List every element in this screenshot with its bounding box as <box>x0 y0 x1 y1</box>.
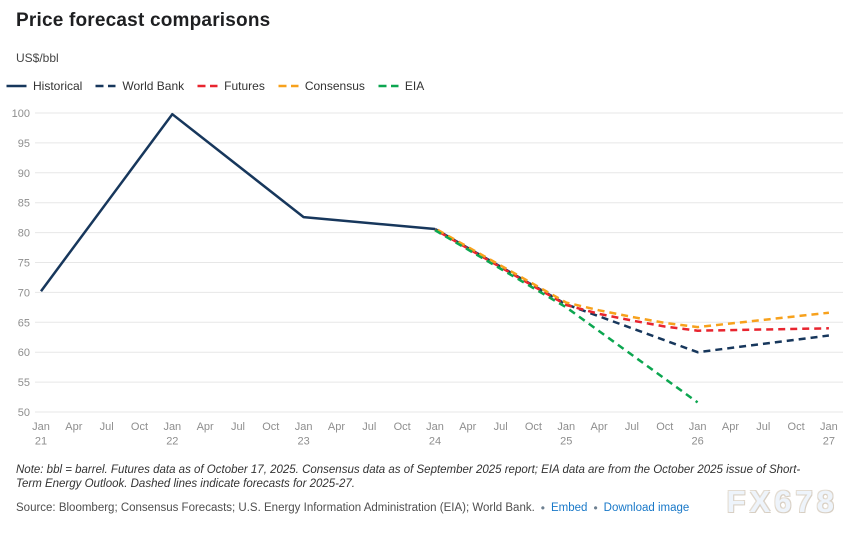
y-axis-tick-label: 85 <box>18 198 30 210</box>
y-axis-tick-label: 95 <box>18 138 30 150</box>
legend-swatch-line <box>6 84 27 88</box>
fx678-watermark: FX678 <box>726 484 838 519</box>
footnote-line-1: Note: bbl = barrel. Futures data as of O… <box>16 464 801 476</box>
chart-legend: Historical World Bank Futures Consensus EIA <box>6 79 424 93</box>
x-axis-tick-label: Jan <box>163 421 181 433</box>
legend-item-label: Consensus <box>304 79 365 93</box>
x-axis-year-label: 21 <box>35 436 47 448</box>
x-axis-year-label: 27 <box>823 436 835 448</box>
x-axis-tick-label: Oct <box>394 421 411 433</box>
x-axis-tick-label: Oct <box>262 421 279 433</box>
legend-item-historical[interactable]: Historical <box>6 79 82 93</box>
x-axis-tick-label: Apr <box>65 421 82 433</box>
bullet-separator: • <box>593 501 598 515</box>
series-line-eia <box>434 229 699 404</box>
series-line-futures <box>434 228 829 332</box>
y-axis-tick-label: 70 <box>18 287 30 299</box>
y-axis-tick-label: 100 <box>12 108 30 120</box>
legend-swatch-line <box>378 84 399 88</box>
x-axis-tick-label: Apr <box>722 421 739 433</box>
legend-item-label: EIA <box>404 79 425 93</box>
x-axis-year-label: 23 <box>298 436 310 448</box>
x-axis-year-label: 25 <box>560 436 572 448</box>
y-axis-unit-label: US$/bbl <box>16 51 59 65</box>
footnote-line-2: Term Energy Outlook. Dashed lines indica… <box>16 478 356 490</box>
chart-footnote: Note: bbl = barrel. Futures data as of O… <box>16 463 838 491</box>
y-axis-tick-label: 90 <box>18 168 30 180</box>
x-axis-tick-label: Jan <box>295 421 313 433</box>
x-axis-tick-label: Oct <box>131 421 148 433</box>
legend-item-label: World Bank <box>122 79 185 93</box>
page-title: Price forecast comparisons <box>16 10 271 31</box>
x-axis-tick-label: Jan <box>32 421 50 433</box>
x-axis-year-label: 22 <box>166 436 178 448</box>
x-axis-tick-label: Oct <box>788 421 805 433</box>
x-axis-tick-label: Apr <box>328 421 345 433</box>
x-axis-tick-label: Jan <box>820 421 838 433</box>
legend-item-eia[interactable]: EIA <box>378 79 424 93</box>
y-axis-tick-label: 50 <box>18 407 30 419</box>
x-axis-tick-label: Jan <box>557 421 575 433</box>
x-axis-tick-label: Jul <box>756 421 770 433</box>
embed-link[interactable]: Embed <box>551 502 588 514</box>
y-axis-tick-label: 60 <box>18 347 30 359</box>
y-axis-tick-label: 55 <box>18 377 30 389</box>
y-axis-tick-label: 65 <box>18 317 30 329</box>
legend-item-consensus[interactable]: Consensus <box>278 79 365 93</box>
legend-item-world-bank[interactable]: World Bank <box>95 79 184 93</box>
legend-swatch-line <box>278 84 299 88</box>
legend-item-futures[interactable]: Futures <box>197 79 265 93</box>
legend-item-label: Historical <box>33 79 83 93</box>
x-axis-tick-label: Jan <box>689 421 707 433</box>
legend-swatch-line <box>197 84 218 88</box>
series-line-consensus <box>434 227 830 329</box>
x-axis-tick-label: Jan <box>426 421 444 433</box>
x-axis-tick-label: Jul <box>100 421 114 433</box>
x-axis-tick-label: Oct <box>656 421 673 433</box>
series-line-historical <box>39 112 436 292</box>
source-row: Source: Bloomberg; Consensus Forecasts; … <box>16 501 689 515</box>
x-axis-year-label: 24 <box>429 436 441 448</box>
download-image-link[interactable]: Download image <box>603 502 690 514</box>
legend-item-label: Futures <box>224 79 265 93</box>
x-axis-year-label: 26 <box>691 436 703 448</box>
x-axis-tick-label: Jul <box>362 421 376 433</box>
y-axis-tick-label: 75 <box>18 258 30 270</box>
x-axis-tick-label: Jul <box>231 421 245 433</box>
source-text: Source: Bloomberg; Consensus Forecasts; … <box>16 502 535 514</box>
bullet-separator: • <box>540 501 545 515</box>
legend-swatch-line <box>95 84 116 88</box>
x-axis-tick-label: Apr <box>591 421 608 433</box>
x-axis-tick-label: Jul <box>494 421 508 433</box>
y-axis-tick-label: 80 <box>18 228 30 240</box>
x-axis-tick-label: Apr <box>459 421 476 433</box>
x-axis-tick-label: Oct <box>525 421 542 433</box>
series-line-world-bank <box>434 227 830 354</box>
x-axis-tick-label: Apr <box>197 421 214 433</box>
x-axis-tick-label: Jul <box>625 421 639 433</box>
